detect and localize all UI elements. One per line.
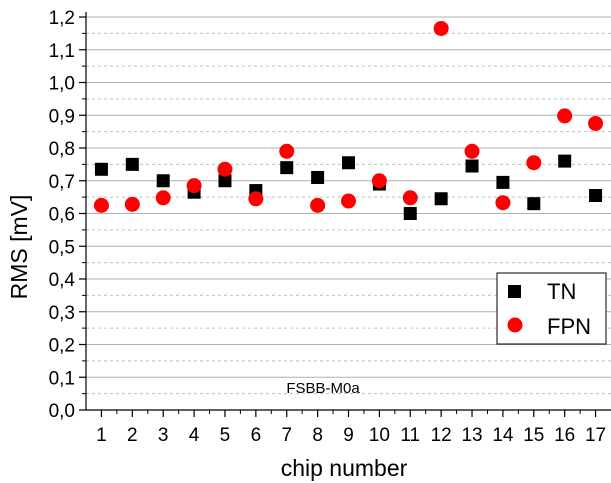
fpn-point [310,197,326,213]
legend-marker-fpn [507,317,523,333]
y-tick-label: 0,1 [49,368,75,389]
tn-point [311,170,325,184]
tn-point [558,154,572,168]
fpn-point [341,193,356,209]
y-tick-label: 0,4 [49,270,76,291]
fpn-point [217,161,233,177]
y-tick-label: 0,5 [49,237,75,258]
fpn-point [155,190,171,206]
fpn-point [186,178,202,194]
y-tick-label: 0,0 [49,401,75,422]
y-tick-label: 1,2 [49,8,75,29]
tick-marks [79,16,597,417]
legend-marker-tn [508,285,521,298]
fpn-point [371,173,387,189]
y-tick-label: 0,6 [49,205,75,226]
x-tick-label: 13 [461,425,482,446]
tn-point [434,192,448,206]
tn-point [589,188,603,202]
tn-point [465,159,479,173]
y-tick-label: 0,3 [49,303,75,324]
fpn-point [124,196,140,212]
y-tick-label: 0,2 [49,336,75,357]
fpn-point [248,191,264,207]
x-tick-labels: 1 2 3 4 5 6 7 8 9 10 11 12 13 14 15 16 17 [96,425,606,446]
x-tick-label: 6 [251,425,262,446]
axes [85,12,611,411]
fpn-point [557,108,573,124]
x-tick-label: 1 [96,425,107,446]
chart-annotation: FSBB-M0a [286,380,360,397]
tn-point [218,174,232,188]
fpn-point [402,190,418,206]
x-tick-label: 16 [554,425,575,446]
fpn-point [588,115,604,131]
y-tick-label: 0,9 [49,106,75,127]
tn-point [527,197,541,211]
legend-label-fpn: FPN [547,314,591,339]
tn-point [280,161,294,175]
tn-point [496,175,510,189]
x-tick-label: 5 [220,425,231,446]
x-axis-title: chip number [281,455,408,481]
legend: TN FPN [496,272,607,345]
tn-point [94,162,108,176]
y-tick-label: 0,8 [49,139,75,160]
y-tick-labels: 0,0 0,1 0,2 0,3 0,4 0,5 0,6 0,7 0,8 0,9 1,0 1,1 1,2 [49,8,76,422]
x-tick-label: 14 [492,425,514,446]
tn-point [156,174,170,188]
grid-lines [86,16,611,395]
x-tick-label: 12 [431,425,452,446]
fpn-point [526,155,542,171]
x-tick-label: 3 [158,425,169,446]
y-tick-label: 1,0 [49,74,75,95]
tn-point [125,157,139,171]
y-tick-label: 1,1 [49,41,75,62]
x-tick-label: 9 [343,425,354,446]
x-tick-label: 15 [523,425,544,446]
y-axis-title: RMS [mV] [6,195,32,300]
tn-point [342,156,355,170]
x-tick-label: 4 [189,425,200,446]
data-points [93,20,604,220]
x-tick-label: 2 [127,425,138,446]
x-tick-label: 8 [312,425,323,446]
x-tick-label: 10 [369,425,390,446]
fpn-point [433,20,449,36]
legend-label-tn: TN [547,279,576,304]
x-tick-label: 7 [281,425,292,446]
tn-point [403,207,417,220]
x-tick-label: 17 [585,425,606,446]
x-tick-label: 11 [400,425,420,446]
fpn-point [93,197,109,213]
fpn-point [495,195,511,211]
fpn-point [279,143,295,159]
y-tick-label: 0,7 [49,172,75,193]
fpn-point [464,143,480,159]
